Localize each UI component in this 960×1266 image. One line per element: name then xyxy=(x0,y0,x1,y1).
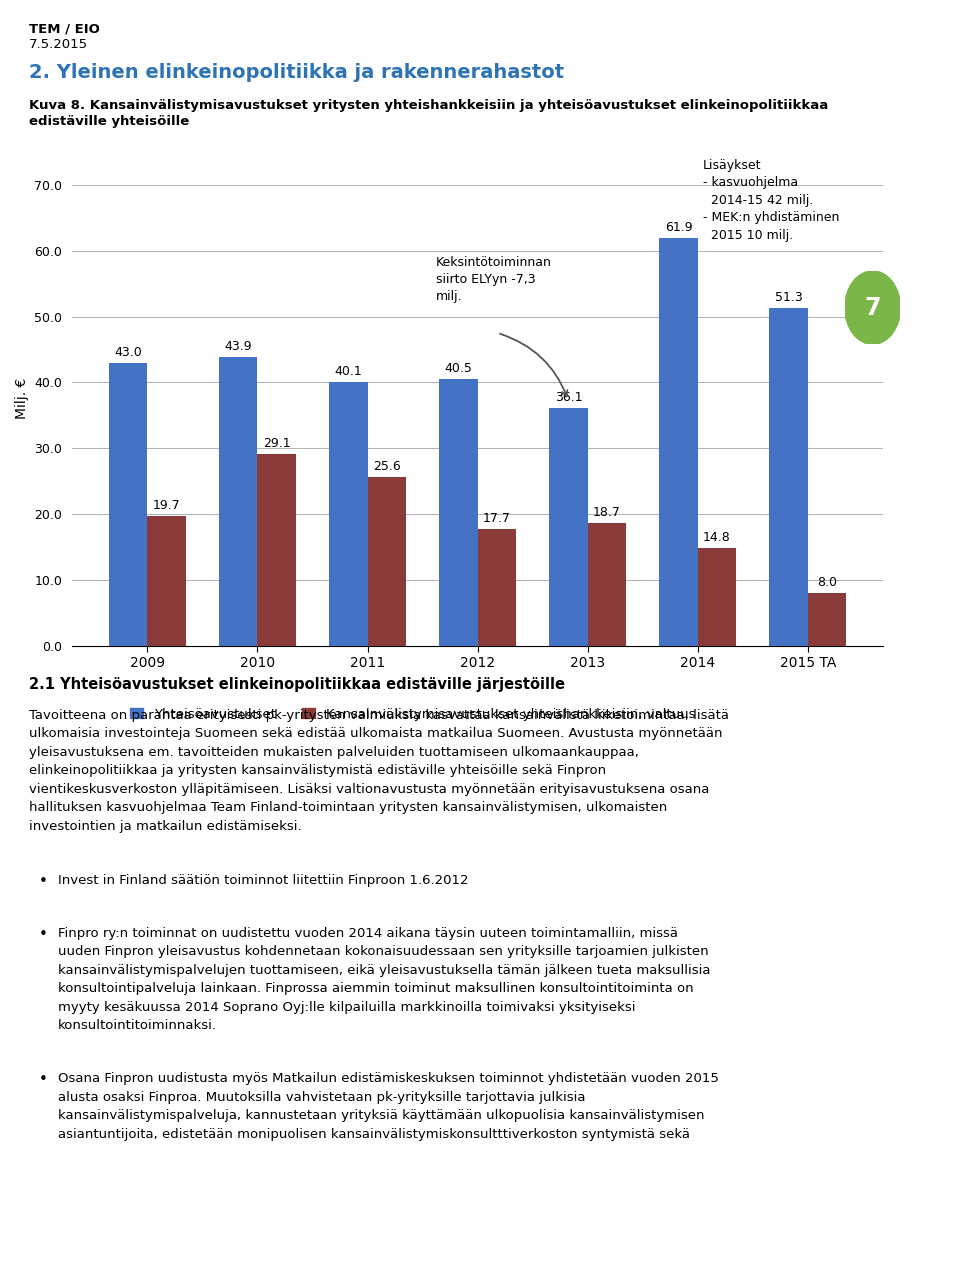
Text: 29.1: 29.1 xyxy=(263,437,291,451)
Bar xyxy=(660,238,698,646)
Bar xyxy=(769,308,807,646)
Bar xyxy=(549,408,588,646)
Text: Keksintötoiminnan
siirto ELYyn -7,3
milj.: Keksintötoiminnan siirto ELYyn -7,3 milj… xyxy=(436,256,552,304)
Text: 2.1 Yhteisöavustukset elinkeinopolitiikkaa edistäville järjestöille: 2.1 Yhteisöavustukset elinkeinopolitiikk… xyxy=(29,677,564,693)
Text: Finpro ry:n toiminnat on uudistettu vuoden 2014 aikana täysin uuteen toimintamal: Finpro ry:n toiminnat on uudistettu vuod… xyxy=(58,927,710,1032)
Y-axis label: Milj. €: Milj. € xyxy=(14,379,29,419)
Bar xyxy=(478,529,516,646)
Bar xyxy=(588,523,626,646)
Text: •: • xyxy=(38,874,47,889)
Text: 61.9: 61.9 xyxy=(664,222,692,234)
Text: 14.8: 14.8 xyxy=(703,532,731,544)
Bar xyxy=(219,357,257,646)
Text: 36.1: 36.1 xyxy=(555,391,582,404)
Bar xyxy=(698,548,736,646)
Bar xyxy=(439,379,478,646)
Text: •: • xyxy=(38,927,47,942)
Text: 7.5.2015: 7.5.2015 xyxy=(29,38,88,51)
Text: TEM / EIO: TEM / EIO xyxy=(29,23,100,35)
Text: 40.5: 40.5 xyxy=(444,362,472,375)
Text: Lisäykset
- kasvuohjelma
  2014-15 42 milj.
- MEK:n yhdistäminen
  2015 10 milj.: Lisäykset - kasvuohjelma 2014-15 42 milj… xyxy=(704,158,840,242)
Bar xyxy=(257,454,296,646)
Text: Tavoitteena on parantaa erityisesti pk-yritysten valmiuksia kasvattaa kansainväl: Tavoitteena on parantaa erityisesti pk-y… xyxy=(29,709,729,833)
Text: 25.6: 25.6 xyxy=(372,460,400,473)
Text: Invest in Finland säätiön toiminnot liitettiin Finproon 1.6.2012: Invest in Finland säätiön toiminnot liit… xyxy=(58,874,468,886)
Text: 43.0: 43.0 xyxy=(114,346,142,358)
Text: 8.0: 8.0 xyxy=(817,576,837,589)
Circle shape xyxy=(845,271,900,344)
Text: 43.9: 43.9 xyxy=(225,339,252,353)
Text: 7: 7 xyxy=(864,296,881,319)
Text: 18.7: 18.7 xyxy=(593,505,621,519)
Text: Osana Finpron uudistusta myös Matkailun edistämiskeskuksen toiminnot yhdistetään: Osana Finpron uudistusta myös Matkailun … xyxy=(58,1072,718,1141)
Bar xyxy=(148,517,186,646)
Text: 51.3: 51.3 xyxy=(775,291,803,304)
Text: 19.7: 19.7 xyxy=(153,499,180,511)
Text: Kuva 8. Kansainvälistymisavustukset yritysten yhteishankkeisiin ja yhteisöavustu: Kuva 8. Kansainvälistymisavustukset yrit… xyxy=(29,99,828,111)
Bar xyxy=(368,477,406,646)
Text: 17.7: 17.7 xyxy=(483,513,511,525)
Bar xyxy=(108,362,148,646)
Text: 40.1: 40.1 xyxy=(334,365,362,377)
Legend: Yhteisöavustukset, Kansainvälistymisavustukset yhteishankkeisiin, valtuus: Yhteisöavustukset, Kansainvälistymisavus… xyxy=(130,708,695,720)
Bar xyxy=(807,592,847,646)
Text: 2. Yleinen elinkeinopolitiikka ja rakennerahastot: 2. Yleinen elinkeinopolitiikka ja rakenn… xyxy=(29,63,564,82)
Text: •: • xyxy=(38,1072,47,1087)
Bar xyxy=(329,381,368,646)
Text: edistäville yhteisöille: edistäville yhteisöille xyxy=(29,115,189,128)
